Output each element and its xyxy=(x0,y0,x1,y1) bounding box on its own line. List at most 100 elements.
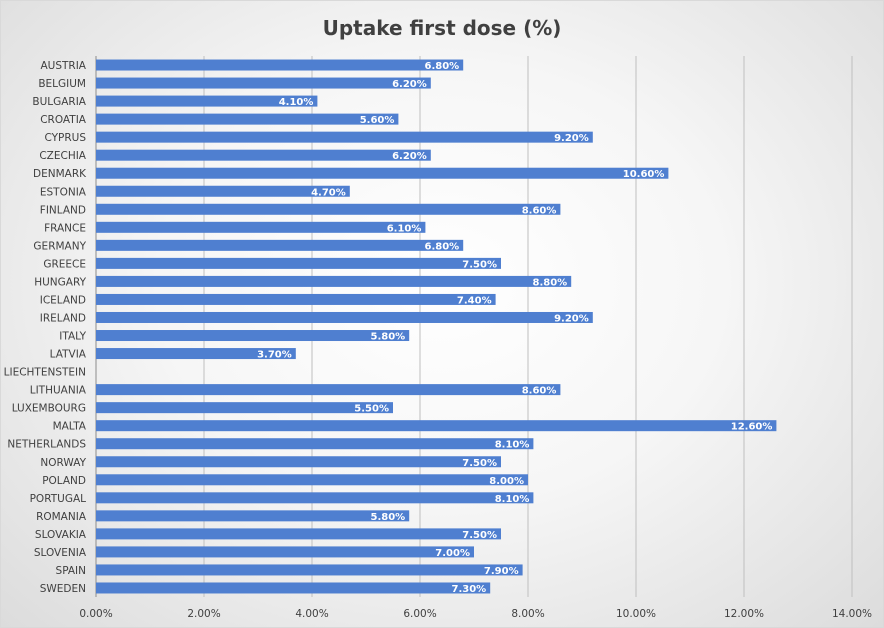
bar xyxy=(96,203,561,215)
category-label: CROATIA xyxy=(40,114,87,126)
bar xyxy=(96,582,491,594)
data-label: 9.20% xyxy=(554,313,589,324)
data-label: 6.80% xyxy=(424,241,459,252)
bar xyxy=(96,528,501,540)
category-label: CYPRUS xyxy=(44,132,86,144)
category-label: POLAND xyxy=(42,475,86,487)
category-label: IRELAND xyxy=(40,312,86,324)
category-label: LUXEMBOURG xyxy=(12,403,86,415)
bar xyxy=(96,492,534,504)
bars xyxy=(96,59,777,594)
category-label: BELGIUM xyxy=(38,78,86,90)
bar xyxy=(96,438,534,450)
data-label: 7.40% xyxy=(457,295,492,306)
bar xyxy=(96,275,572,287)
category-label: BULGARIA xyxy=(32,96,86,108)
bar xyxy=(96,257,501,269)
data-label: 7.50% xyxy=(462,530,497,541)
data-label: 5.60% xyxy=(360,115,395,126)
data-label: 7.90% xyxy=(484,566,519,577)
bar xyxy=(96,59,464,71)
category-label: ROMANIA xyxy=(36,511,87,523)
category-label: DENMARK xyxy=(33,168,87,180)
data-label: 7.50% xyxy=(462,458,497,469)
bar xyxy=(96,113,399,125)
gridlines xyxy=(95,56,853,597)
category-label: LATVIA xyxy=(50,349,87,361)
data-label: 8.10% xyxy=(495,494,530,505)
data-label: 6.80% xyxy=(424,61,459,72)
category-label: CZECHIA xyxy=(39,150,86,162)
x-axis-tick-labels: 0.00% 2.00% 4.00% 6.00% 8.00% 10.00% 12.00% 14.… xyxy=(79,608,872,620)
category-label: ICELAND xyxy=(40,294,86,306)
bar xyxy=(96,149,431,161)
data-label: 8.10% xyxy=(495,440,530,451)
bar xyxy=(96,456,501,468)
data-label: 4.70% xyxy=(311,187,346,198)
category-label: GERMANY xyxy=(33,240,86,252)
bar xyxy=(96,239,464,251)
category-labels: AUSTRIA BELGIUM BULGARIA CROATIA CYPRUS CZECH… xyxy=(4,60,87,595)
category-label: ITALY xyxy=(59,331,86,343)
data-label: 8.60% xyxy=(522,205,557,216)
bar xyxy=(96,330,410,342)
data-label: 5.80% xyxy=(370,332,405,343)
bar xyxy=(96,167,669,179)
x-tick-label: 0.00% xyxy=(79,608,112,620)
x-tick-label: 14.00% xyxy=(832,608,872,620)
data-label: 8.80% xyxy=(532,277,567,288)
x-tick-label: 4.00% xyxy=(295,608,328,620)
bar xyxy=(96,185,350,197)
category-label: NETHERLANDS xyxy=(7,439,86,451)
x-tick-label: 12.00% xyxy=(724,608,764,620)
bar xyxy=(96,293,496,305)
data-label: 7.30% xyxy=(451,584,486,595)
x-tick-label: 10.00% xyxy=(616,608,656,620)
category-label: SWEDEN xyxy=(40,583,86,595)
bar xyxy=(96,95,318,107)
category-label: MALTA xyxy=(53,421,87,433)
category-label: GREECE xyxy=(43,258,86,270)
bar xyxy=(96,510,410,522)
data-label: 6.20% xyxy=(392,151,427,162)
data-label: 7.00% xyxy=(435,548,470,559)
x-tick-label: 2.00% xyxy=(187,608,220,620)
category-label: NORWAY xyxy=(40,457,86,469)
data-label: 4.10% xyxy=(279,97,314,108)
bar xyxy=(96,402,393,414)
category-label: SLOVAKIA xyxy=(35,529,87,541)
bar xyxy=(96,474,528,486)
bar xyxy=(96,564,523,576)
category-label: SLOVENIA xyxy=(34,547,87,559)
bar xyxy=(96,311,593,323)
category-label: LITHUANIA xyxy=(30,385,87,397)
category-label: SPAIN xyxy=(56,565,86,577)
bar xyxy=(96,546,474,558)
category-label: ESTONIA xyxy=(40,186,87,198)
bar xyxy=(96,384,561,396)
bar xyxy=(96,420,777,432)
bar xyxy=(96,77,431,89)
data-label: 6.10% xyxy=(387,223,422,234)
data-label: 5.50% xyxy=(354,404,389,415)
data-label: 7.50% xyxy=(462,259,497,270)
chart-title: Uptake first dose (%) xyxy=(323,16,562,40)
value-labels: 6.80% 6.20% 4.10% 5.60% 9.20% 6.20% 10.60% 4.70… xyxy=(257,61,772,595)
x-tick-label: 8.00% xyxy=(511,608,544,620)
data-label: 9.20% xyxy=(554,133,589,144)
bar xyxy=(96,131,593,143)
data-label: 3.70% xyxy=(257,350,292,361)
category-label: FINLAND xyxy=(40,204,86,216)
data-label: 12.60% xyxy=(731,422,773,433)
data-label: 8.60% xyxy=(522,386,557,397)
category-label: LIECHTENSTEIN xyxy=(4,367,86,379)
data-label: 6.20% xyxy=(392,79,427,90)
bar xyxy=(96,221,426,233)
bar xyxy=(96,348,296,360)
data-label: 8.00% xyxy=(489,476,524,487)
data-label: 5.80% xyxy=(370,512,405,523)
data-label: 10.60% xyxy=(623,169,665,180)
x-tick-label: 6.00% xyxy=(403,608,436,620)
